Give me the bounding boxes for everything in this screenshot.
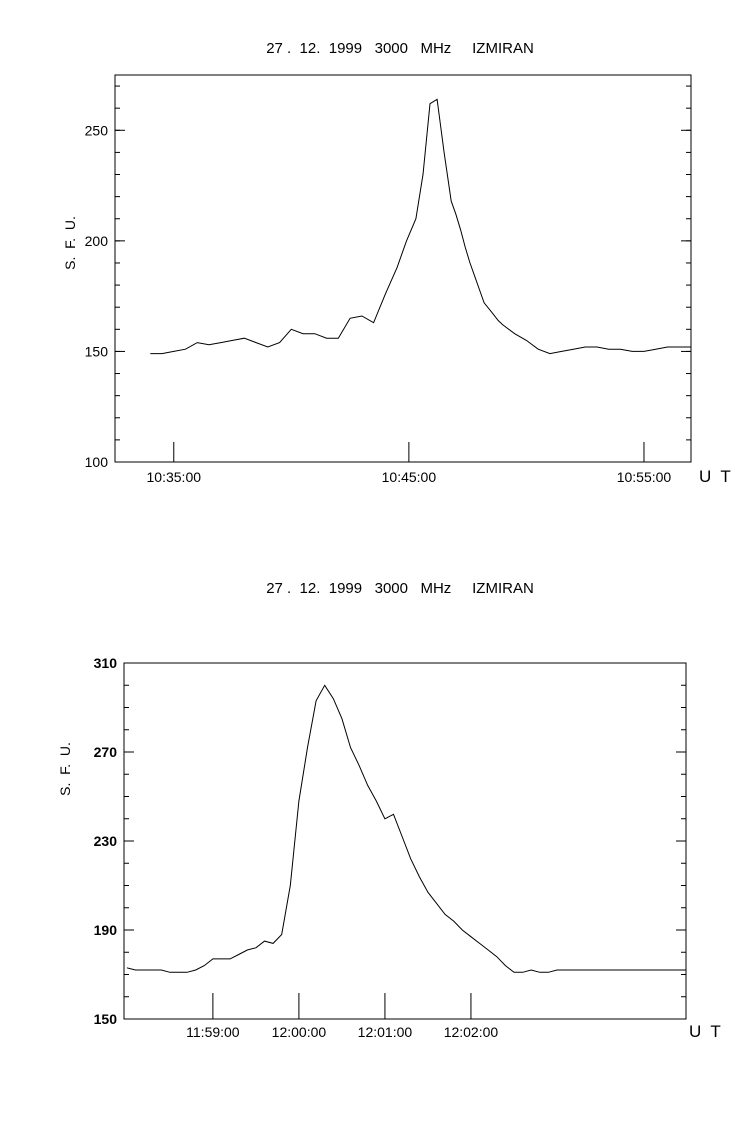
chart-2-plot-frame (123, 662, 687, 1020)
chart-2-series-line (126, 684, 686, 973)
x-tick-label: 10:35:00 (147, 469, 202, 485)
chart-2-y-axis-label: S. F. U. (57, 742, 73, 796)
chart-1-plot-frame (114, 74, 692, 463)
chart-1-x-ticks: 10:35:00 10:45:00 10:55:00 (147, 442, 672, 485)
chart-1-y-ticks: 100 150 200 250 (85, 122, 691, 470)
chart-1-series-line (150, 98, 691, 355)
chart-2-axes (123, 662, 687, 1020)
chart-1-title: 27 . 12. 1999 3000 MHz IZMIRAN (266, 40, 534, 57)
chart-2: 27 . 12. 1999 3000 MHz IZMIRAN S. F. U. … (57, 580, 721, 1041)
chart-2-x-ticks: 11:59:00 12:00:00 12:01:00 12:02:00 (186, 993, 498, 1040)
x-tick-label: 10:45:00 (382, 469, 437, 485)
y-tick-label: 150 (94, 1011, 118, 1027)
chart-1-axes (114, 74, 692, 463)
chart-2-x-axis-label: U T (689, 1022, 721, 1041)
chart-1: 27 . 12. 1999 3000 MHz IZMIRAN S. F. U. … (62, 40, 731, 486)
y-tick-label: 100 (85, 454, 109, 470)
y-tick-label: 270 (94, 744, 118, 760)
chart-1-x-axis-label: U T (699, 467, 731, 486)
y-tick-label: 190 (94, 922, 118, 938)
y-tick-label: 230 (94, 833, 118, 849)
x-tick-label: 12:01:00 (358, 1024, 413, 1040)
x-tick-label: 10:55:00 (617, 469, 672, 485)
chart-1-minor-ticks (115, 85, 691, 463)
chart-2-y-ticks: 150 190 230 270 310 (94, 655, 686, 1027)
chart-1-y-axis-label: S. F. U. (62, 216, 78, 270)
y-tick-label: 310 (94, 655, 118, 671)
x-tick-label: 11:59:00 (186, 1024, 240, 1040)
y-tick-label: 250 (85, 122, 109, 138)
chart-2-title: 27 . 12. 1999 3000 MHz IZMIRAN (266, 580, 534, 597)
y-tick-label: 150 (85, 343, 109, 359)
chart-2-minor-ticks (124, 662, 686, 1020)
x-tick-label: 12:02:00 (444, 1024, 499, 1040)
x-tick-label: 12:00:00 (272, 1024, 327, 1040)
y-tick-label: 200 (85, 233, 109, 249)
